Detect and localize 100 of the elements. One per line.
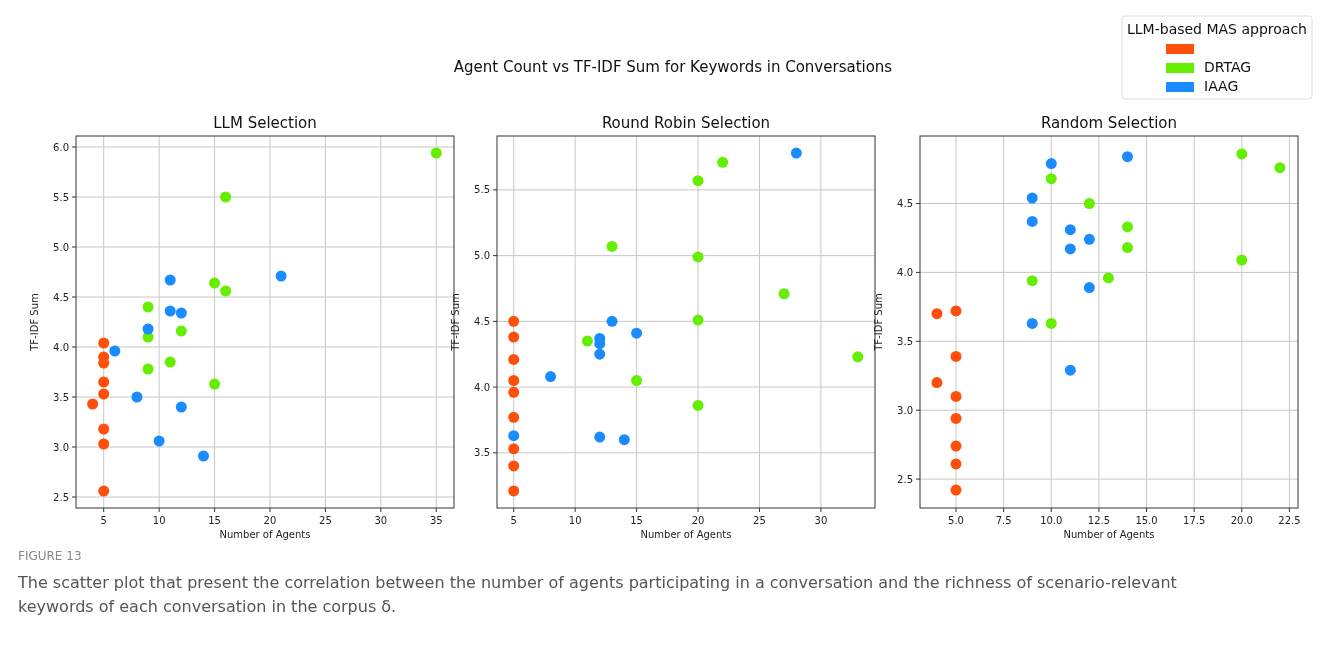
caption: FIGURE 13 [18,549,82,563]
chart-title: Random Selection [1041,114,1177,132]
point [209,378,221,390]
point [1064,224,1076,236]
x-tick-label: 20 [691,515,705,526]
point [131,391,143,403]
point [209,277,221,289]
y-tick-label: 3.5 [474,447,490,459]
point [164,305,176,317]
point [581,335,593,347]
point [1026,215,1038,227]
x-tick-label: 25 [753,515,766,526]
y-tick-label: 4.5 [53,291,69,303]
point [142,363,154,375]
x-tick-label: 15 [208,515,221,526]
point [790,147,802,159]
point [430,147,442,159]
point [508,485,520,497]
y-tick-label: 3.5 [897,335,913,347]
point [931,308,943,320]
point [275,270,287,282]
point [220,285,232,297]
point [692,251,704,263]
point [606,315,618,327]
x-tick-label: 10 [152,515,166,526]
x-tick-label: 7.5 [995,515,1012,526]
point [692,314,704,326]
x-tick-label: 12.5 [1087,515,1111,526]
point [508,411,520,423]
point [1121,242,1133,254]
point [197,450,209,462]
point [153,435,165,447]
point [1102,272,1114,284]
point [778,288,790,300]
chart-title: Round Robin Selection [601,114,771,132]
point [852,351,864,363]
point [1026,317,1038,329]
point [1045,173,1057,185]
point [1045,158,1057,170]
point [692,175,704,187]
point [950,350,962,362]
y-tick-label: 5.0 [474,250,490,262]
x-tick-label: 22.5 [1278,515,1301,526]
point [631,327,643,339]
point [950,390,962,402]
point [508,315,520,327]
point [717,156,729,168]
point [594,431,606,443]
point [508,375,520,386]
point [87,398,99,410]
point [1083,233,1095,245]
point [98,485,110,497]
x-tick-label: 25 [319,515,332,526]
point [175,307,187,319]
legend-title: LLM-based MAS approach [1127,21,1307,37]
point [931,377,943,389]
y-axis-title: TF-IDF Sum [450,293,461,352]
x-tick-label: 15 [630,515,643,526]
y-tick-label: 5.5 [474,184,490,196]
y-tick-label: 5.5 [53,191,69,203]
point [1121,151,1133,163]
point [950,305,962,317]
point [98,388,110,400]
y-tick-label: 4.0 [53,341,69,353]
x-axis-title: Number of Agents [1063,529,1155,540]
point [164,356,176,368]
point [606,240,618,252]
point [1026,275,1038,287]
y-tick-label: 2.5 [897,473,913,485]
point [98,376,110,388]
y-tick-label: 4.5 [897,198,913,210]
point [508,353,520,365]
point [1274,162,1286,174]
y-tick-label: 2.5 [53,491,69,503]
x-tick-label: 10.0 [1040,515,1063,526]
point [1236,148,1248,160]
point [545,371,557,383]
point [1121,221,1133,233]
point [1045,317,1057,329]
point [508,331,520,343]
x-axis-title: Number of Agents [640,529,732,540]
y-tick-label: 4.0 [897,266,913,278]
point [508,443,520,455]
point [98,423,110,435]
point [594,348,606,360]
x-tick-label: 15.0 [1135,515,1158,526]
y-tick-label: 4.5 [474,315,490,327]
point [618,434,630,446]
x-tick-label: 20 [263,515,277,526]
x-tick-label: 20.0 [1230,515,1253,526]
x-tick-label: 35 [429,515,443,526]
y-tick-label: 5.0 [53,241,69,253]
point [1083,282,1095,294]
x-tick-label: 5.0 [948,515,964,526]
y-tick-label: 3.0 [897,404,913,416]
point [1026,192,1038,204]
y-tick-label: 3.5 [53,391,69,403]
chart-title: LLM Selection [213,114,317,132]
point [220,191,232,203]
point [692,399,704,411]
